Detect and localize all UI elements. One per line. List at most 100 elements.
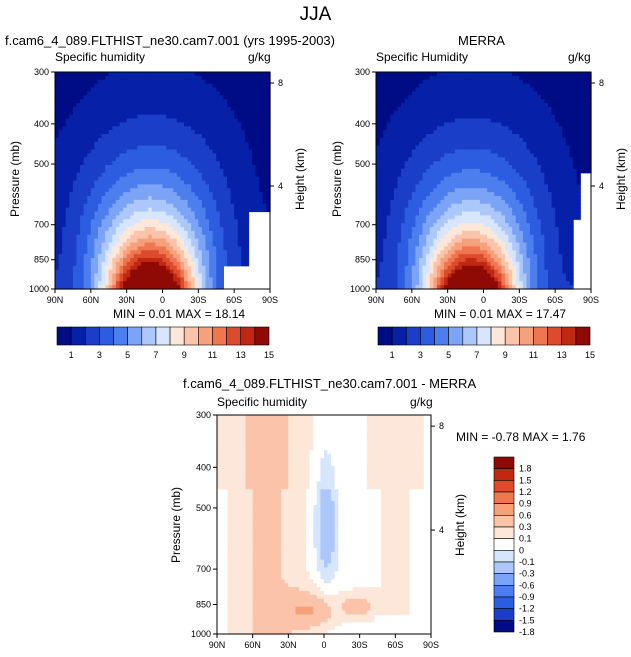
panel1-field-cell	[72, 254, 78, 259]
panel1-field-cell	[166, 234, 171, 240]
panel1-field-cell	[101, 176, 106, 182]
panel2-field-cell	[379, 75, 384, 81]
panel2-field-cell	[444, 223, 449, 228]
panel1-field-cell	[244, 122, 250, 127]
panel1-field-cell	[227, 261, 232, 267]
panel1-field-cell	[130, 215, 135, 220]
panel1-field-cell	[90, 250, 96, 255]
panel2-field-cell	[462, 87, 467, 92]
panel2-field-cell	[451, 184, 456, 189]
panel2-field-cell	[479, 114, 485, 120]
panel2-field-cell	[444, 254, 449, 259]
panel2-field-cell	[469, 215, 474, 220]
panel1-field-cell	[151, 75, 156, 81]
panel1-field-cell	[58, 149, 63, 154]
panel1-field-cell	[244, 211, 250, 216]
panel2-field-cell	[408, 238, 413, 244]
panel1-field-cell	[141, 246, 146, 251]
panel1-field-cell	[98, 122, 103, 127]
panel1-field-cell	[191, 149, 196, 154]
panel1-field-cell	[141, 145, 146, 151]
panel1-field-cell	[166, 269, 171, 275]
panel1-field-cell	[259, 184, 264, 189]
panel2-field-cell	[476, 130, 481, 135]
panel1-field-cell	[158, 215, 164, 220]
panel1-field-cell	[166, 122, 171, 127]
panel1-field-cell	[201, 285, 207, 290]
panel1-field-cell	[112, 95, 117, 100]
panel2-field-cell	[479, 103, 485, 108]
panel2-field-cell	[433, 145, 438, 151]
panel1-field-cell	[76, 180, 81, 185]
panel2-field-cell	[444, 176, 449, 182]
panel2-field-cell	[447, 79, 452, 85]
panel1-field-cell	[209, 192, 214, 197]
panel1-field-cell	[126, 83, 131, 89]
panel1-field-cell	[230, 122, 235, 127]
panel2-field-cell	[397, 106, 402, 112]
panel2-field-cell	[476, 258, 481, 263]
panel1-field-cell	[72, 215, 78, 220]
panel1-field-cell	[105, 184, 110, 189]
panel1-field-cell	[234, 196, 239, 201]
panel1-field-cell	[259, 79, 264, 85]
panel2-field-cell	[462, 188, 467, 193]
panel2-field-cell	[458, 246, 463, 251]
panel1-field-cell	[101, 137, 106, 143]
panel1-field-cell	[130, 149, 135, 154]
panel2-field-cell	[476, 281, 481, 286]
panel1-field-cell	[255, 83, 260, 89]
panel2-field-cell	[415, 87, 420, 92]
panel2-field-cell	[451, 234, 456, 240]
panel1-field-cell	[205, 281, 210, 286]
panel2-field-cell	[436, 277, 442, 282]
panel1-field-cell	[205, 265, 210, 271]
panel1-field-cell	[198, 176, 203, 182]
panel2-field-cell	[386, 250, 391, 255]
panel1-field-cell	[219, 281, 225, 286]
panel1-field-cell	[98, 149, 103, 154]
panel2-field-cell	[408, 285, 413, 290]
panel1-field-cell	[223, 234, 228, 240]
panel2-field-cell	[454, 72, 460, 77]
panel2-field-cell	[483, 281, 488, 286]
panel1-field-cell	[87, 203, 92, 209]
panel1-field-cell	[166, 277, 171, 282]
panel1-field-cell	[158, 157, 164, 162]
panel2-field-cell	[393, 180, 399, 185]
panel2-field-cell	[379, 110, 384, 116]
panel1-field-cell	[98, 207, 103, 213]
panel1-field-cell	[209, 246, 214, 251]
panel1-field-cell	[248, 87, 253, 92]
panel1-field-cell	[83, 118, 88, 123]
panel2-field-cell	[476, 277, 481, 282]
panel2-field-cell	[469, 122, 474, 127]
panel1-field-cell	[187, 230, 192, 236]
panel1-field-cell	[65, 199, 70, 205]
panel1-field-cell	[119, 265, 124, 271]
panel2-field-cell	[447, 75, 452, 81]
panel2-field-cell	[404, 87, 409, 92]
panel1-field-cell	[216, 87, 221, 92]
panel1-field-cell	[205, 199, 210, 205]
panel1-field-cell	[223, 149, 228, 154]
panel2-field-cell	[469, 203, 474, 209]
panel2-field-cell	[422, 103, 427, 108]
panel2-field-cell	[465, 161, 470, 166]
panel2-field-cell	[379, 234, 384, 240]
panel1-field-cell	[94, 269, 99, 275]
panel1-field-cell	[94, 184, 99, 189]
panel1-field-cell	[227, 180, 232, 185]
panel1-field-cell	[216, 238, 221, 244]
panel1-field-cell	[65, 157, 70, 162]
panel2-field-cell	[419, 207, 424, 213]
panel2-field-cell	[429, 281, 434, 286]
panel1-field-cell	[176, 137, 182, 143]
panel2-field-cell	[393, 122, 399, 127]
panel1-field-cell	[105, 79, 110, 85]
panel1-field-cell	[80, 168, 85, 174]
panel1-field-cell	[108, 99, 113, 104]
panel1-field-cell	[72, 134, 78, 139]
panel1-field-cell	[262, 83, 268, 89]
panel2-field-cell	[440, 242, 445, 247]
